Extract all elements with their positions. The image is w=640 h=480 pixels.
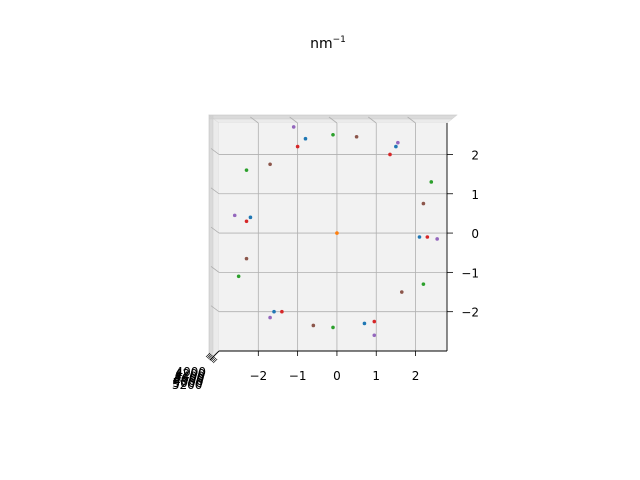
z-tick-mark (206, 353, 212, 359)
data-point-series-2 (236, 274, 241, 279)
data-point-series-0 (272, 309, 276, 314)
z-tick-label: 4000 (175, 365, 206, 379)
x-tick-label: −2 (249, 369, 267, 383)
data-point-series-5 (354, 134, 359, 139)
data-point-series-3 (372, 319, 377, 324)
z-tick-mark (210, 356, 216, 362)
grid-line-y-edge (210, 305, 220, 313)
data-point-series-4 (372, 333, 377, 338)
axes-panes (208, 114, 458, 359)
data-point-series-5 (268, 162, 272, 167)
x-tick-label: 0 (333, 369, 341, 383)
data-point-series-3 (280, 309, 284, 314)
data-point-series-5 (244, 256, 249, 261)
x-tick-label: −1 (289, 369, 307, 383)
data-points (232, 125, 439, 338)
data-point-series-4 (268, 315, 272, 320)
grid-line-x-edge (289, 116, 298, 124)
data-point-series-5 (421, 201, 426, 206)
z-tick-label: 4200 (175, 367, 206, 381)
grid-line-x-edge (328, 116, 338, 124)
grid-lines (210, 116, 447, 351)
data-point-series-4 (232, 213, 237, 218)
y-tick-label: 0 (471, 227, 479, 241)
chart-title-exponent: −1 (333, 35, 346, 45)
grid-line-x-edge (250, 116, 259, 124)
data-point-series-5 (399, 290, 404, 294)
data-point-series-0 (248, 215, 253, 220)
grid-line-y-edge (210, 226, 220, 234)
data-point-series-3 (295, 144, 300, 149)
grid-line-y-edge (210, 266, 220, 273)
z-tick-mark (211, 357, 217, 363)
data-point-series-4 (435, 237, 439, 241)
z-tick-mark (209, 355, 214, 361)
data-point-series-2 (331, 132, 335, 137)
z-tick-mark (205, 352, 211, 358)
data-point-series-4 (396, 140, 400, 145)
grid-line-y-edge (210, 187, 220, 195)
grid-line-x-edge (407, 116, 416, 124)
z-tick-mark (212, 358, 218, 364)
data-point-series-2 (331, 325, 335, 330)
x-axis-ticks: −2 −1 0 1 2 (249, 351, 419, 383)
chart-title-text: nm (310, 36, 333, 52)
y-tick-label: −1 (461, 266, 479, 280)
y-tick-label: 2 (471, 148, 479, 162)
data-point-series-0 (362, 321, 367, 326)
grid-line-x-edge (368, 116, 377, 124)
z-tick-label: 5000 (172, 376, 203, 390)
chart-title: nm−1 (310, 35, 346, 52)
y-axis-ticks: −2 −1 0 1 2 (447, 148, 479, 320)
data-point-series-4 (291, 125, 296, 129)
data-point-series-0 (394, 144, 398, 149)
z-tick-label: 4800 (173, 374, 204, 388)
data-point-series-3 (388, 152, 392, 157)
z-tick-label: 4600 (174, 372, 205, 386)
z-tick-label: 5200 (172, 378, 203, 392)
z-tick-mark (208, 354, 213, 360)
grid-line-y-edge (210, 148, 220, 155)
data-point-series-3 (425, 235, 430, 239)
y-tick-label: −2 (461, 306, 479, 320)
data-point-series-2 (421, 282, 426, 286)
data-point-series-0 (417, 235, 422, 239)
data-point-series-1 (335, 231, 339, 235)
x-tick-label: 1 (372, 369, 380, 383)
data-point-series-2 (244, 168, 249, 172)
data-point-series-3 (244, 219, 249, 224)
x-tick-label: 2 (412, 369, 420, 383)
y-tick-label: 1 (471, 188, 479, 202)
z-tick-label: 4400 (174, 369, 205, 383)
data-point-series-2 (429, 180, 434, 184)
data-point-series-0 (303, 136, 308, 141)
floor-pane (219, 123, 447, 351)
data-point-series-5 (311, 323, 316, 328)
